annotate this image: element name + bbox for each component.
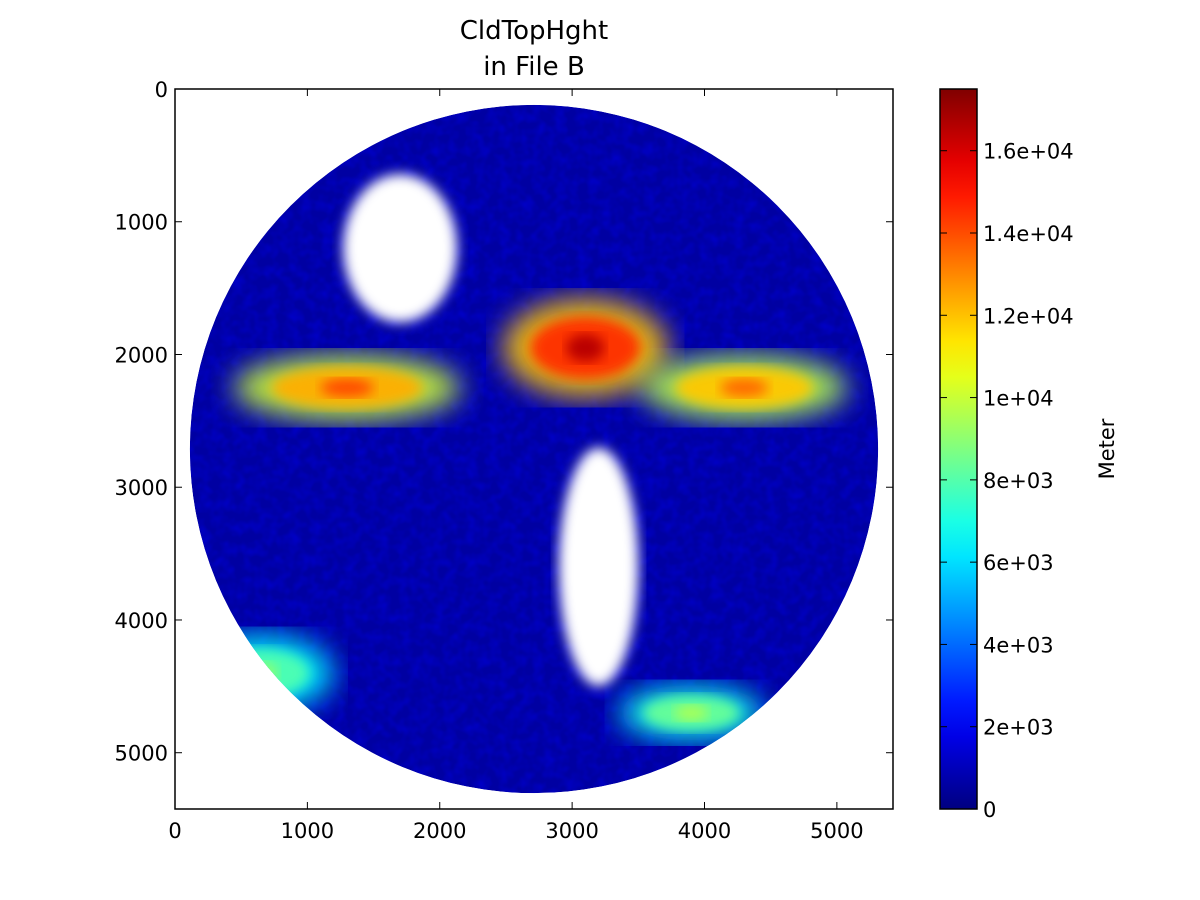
x-tick-label: 0 bbox=[168, 819, 181, 843]
cloud-region-core bbox=[674, 705, 709, 721]
colorbar-tick-label: 1.2e+04 bbox=[983, 304, 1074, 328]
x-tick-label: 3000 bbox=[545, 819, 598, 843]
clear-region bbox=[558, 447, 639, 687]
colorbar-tick-label: 4e+03 bbox=[983, 633, 1054, 657]
x-tick-label: 2000 bbox=[413, 819, 466, 843]
cloud-region-core bbox=[320, 378, 374, 397]
colorbar-tick-label: 1e+04 bbox=[983, 387, 1054, 411]
heatmap-image bbox=[189, 104, 879, 794]
colorbar-tick-label: 8e+03 bbox=[983, 469, 1054, 493]
x-tick-label: 4000 bbox=[678, 819, 731, 843]
cloud-region-core bbox=[720, 378, 769, 397]
y-tick-label: 0 bbox=[155, 78, 168, 102]
chart-subtitle: in File B bbox=[483, 52, 585, 82]
cloud-region-core bbox=[566, 333, 605, 362]
colorbar-frame bbox=[939, 88, 978, 810]
chart-title: CldTopHght bbox=[459, 16, 609, 46]
x-tick-label: 5000 bbox=[810, 819, 863, 843]
colorbar-gradient bbox=[940, 89, 977, 809]
colorbar-tick-label: 1.4e+04 bbox=[983, 222, 1074, 246]
y-tick-label: 5000 bbox=[115, 742, 168, 766]
y-tick-label: 1000 bbox=[115, 211, 168, 235]
colorbar-tick-label: 2e+03 bbox=[983, 716, 1054, 740]
y-tick-label: 4000 bbox=[115, 609, 168, 633]
earth-disk bbox=[189, 104, 879, 794]
y-axis: 0 1000 2000 3000 4000 5000 bbox=[115, 78, 893, 766]
x-tick-label: 1000 bbox=[281, 819, 334, 843]
colorbar: 0 2e+03 4e+03 6e+03 8e+03 1e+04 1.2e+04 1.4e+04… bbox=[939, 88, 1119, 822]
colorbar-tick-label: 0 bbox=[983, 798, 996, 822]
colorbar-tick-label: 6e+03 bbox=[983, 551, 1054, 575]
y-tick-label: 2000 bbox=[115, 343, 168, 367]
plot-area bbox=[174, 88, 894, 810]
axes-frame bbox=[174, 88, 894, 810]
clear-region bbox=[343, 174, 457, 323]
x-axis: 0 1000 2000 3000 4000 5000 bbox=[168, 89, 864, 843]
y-tick-label: 3000 bbox=[115, 476, 168, 500]
colorbar-tick-label: 1.6e+04 bbox=[983, 140, 1074, 164]
colorbar-label: Meter bbox=[1095, 418, 1119, 479]
